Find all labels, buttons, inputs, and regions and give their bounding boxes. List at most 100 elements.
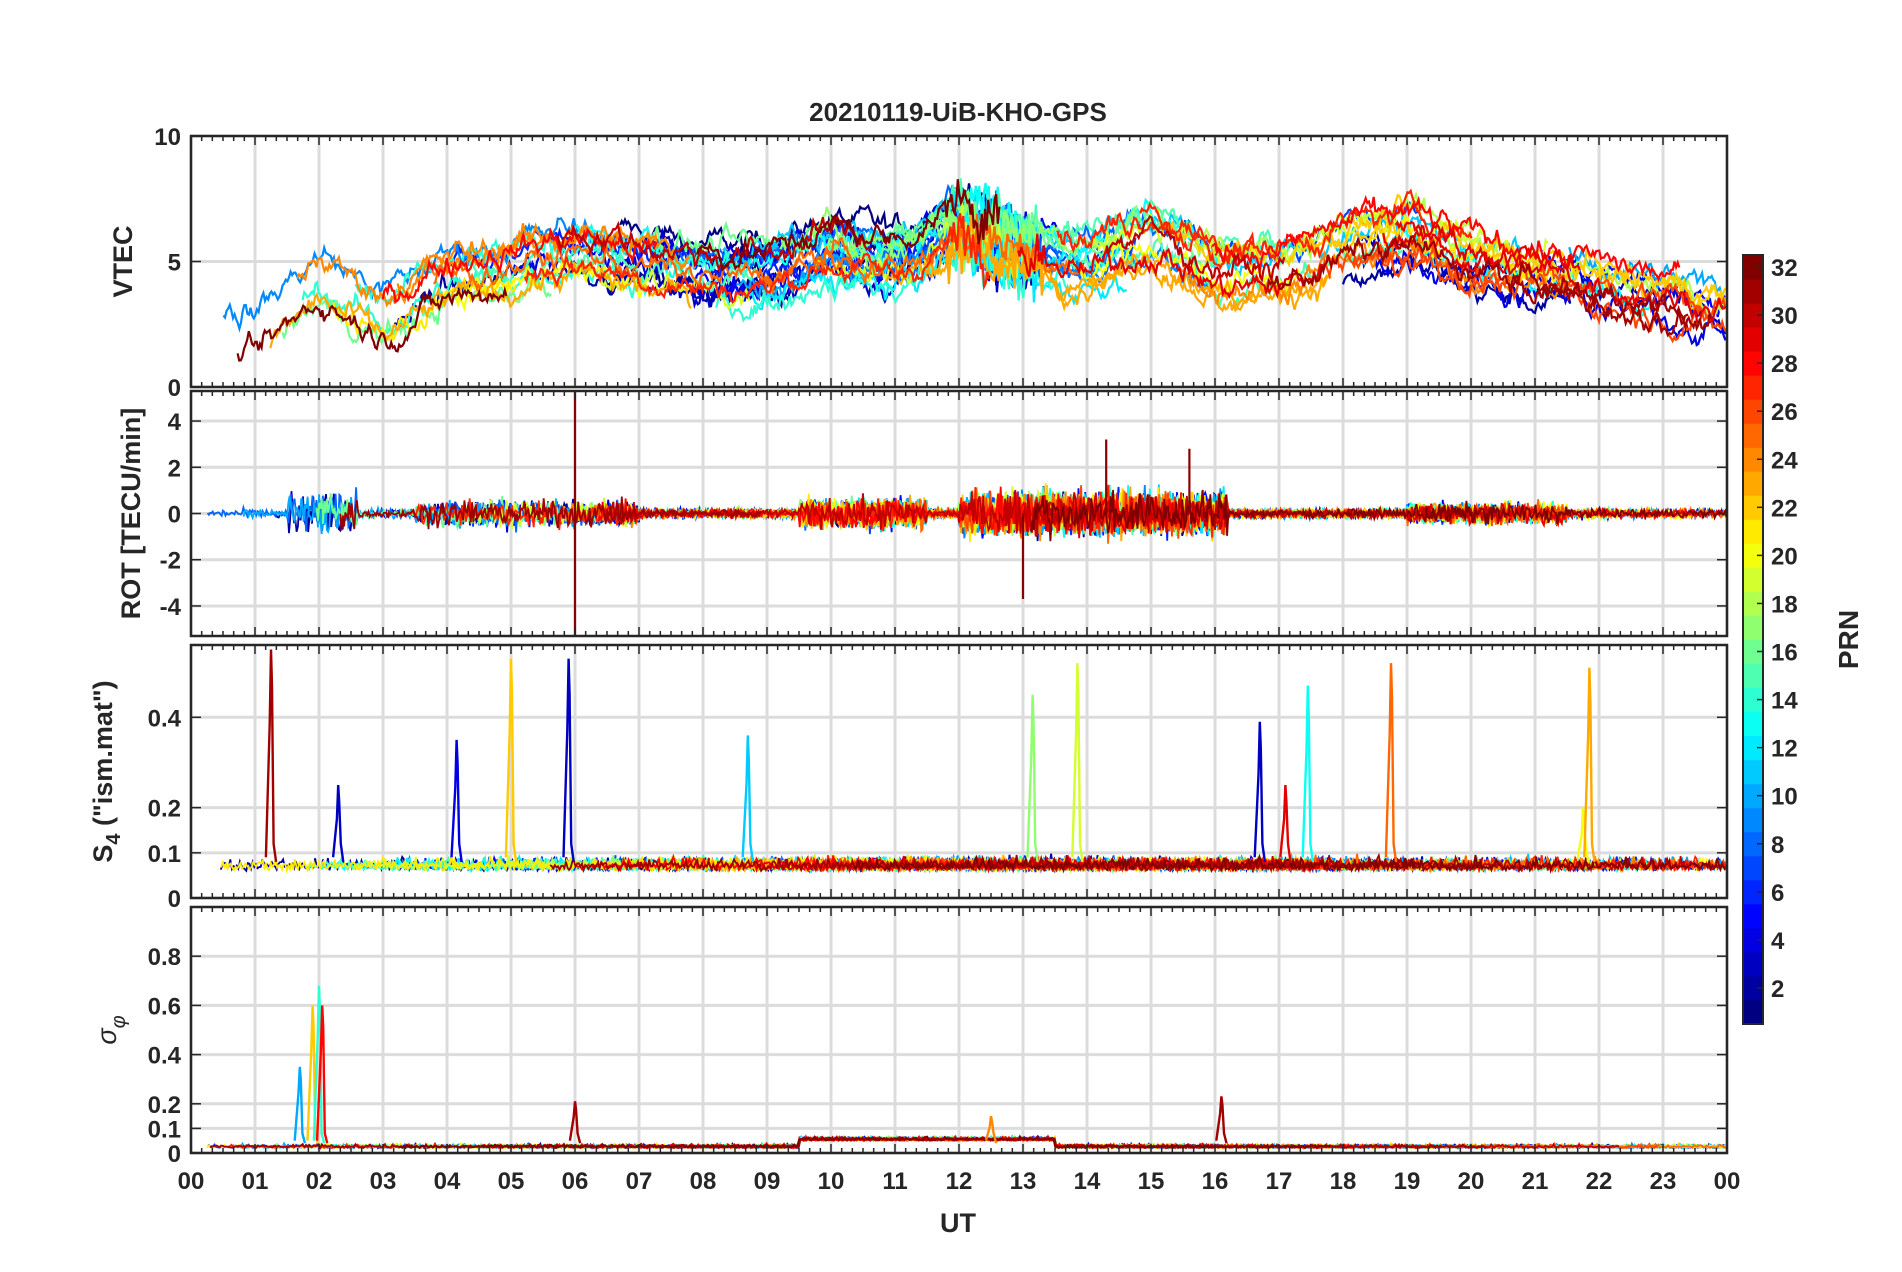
y-tick-label: -2 (160, 548, 181, 575)
colorbar-segment (1743, 903, 1763, 929)
s4-spike (1301, 685, 1315, 863)
s4-spike (562, 658, 575, 863)
vtec-line-prn (1316, 242, 1502, 294)
sigma_phi-line-prn (398, 1134, 1331, 1150)
colorbar-segment (1743, 255, 1763, 280)
colorbar-tick-label: 14 (1771, 688, 1798, 715)
vtec-line-prn (885, 211, 1332, 312)
x-tick-label: 18 (1330, 1168, 1357, 1195)
s4-spike (1384, 663, 1398, 863)
x-tick-label: 17 (1266, 1168, 1293, 1195)
x-tick-label: 21 (1522, 1168, 1549, 1195)
chart-title: 20210119-UiB-KHO-GPS (809, 97, 1107, 127)
y-tick-label: 0 (168, 1141, 181, 1168)
sigma_phi-spike (293, 1066, 307, 1144)
colorbar-segment (1743, 687, 1763, 713)
panel-sigma_phi: 00.10.2 0.4 0.6 0.8 σφ 00 01 02 03 04 05 06 07 08 09 10… (92, 905, 1741, 1195)
x-tick-label: 19 (1394, 1168, 1421, 1195)
y-tick-label: 0 (168, 375, 181, 402)
colorbar-tick-label: 6 (1771, 880, 1784, 907)
colorbar-tick-label: 22 (1771, 495, 1798, 522)
y-tick-label: 0 (168, 886, 181, 913)
s4-spike (741, 735, 755, 863)
x-tick-label: 10 (818, 1168, 845, 1195)
colorbar-label: PRN (1833, 610, 1864, 669)
x-tick-label: 02 (306, 1168, 333, 1195)
x-tick-label: 15 (1138, 1168, 1165, 1195)
vtec-line-prn (1266, 234, 1689, 328)
y-tick-label: 2 (168, 455, 181, 482)
colorbar-tick-label: 4 (1771, 928, 1785, 955)
s4-spike (331, 785, 345, 863)
s4-spike (1279, 785, 1292, 863)
vtec-line-prn (1139, 188, 1473, 271)
x-tick-label: 09 (754, 1168, 781, 1195)
data-lines (206, 391, 1727, 636)
x-tick-label: 06 (562, 1168, 589, 1195)
sigma_phi-spike (306, 1005, 319, 1144)
sigma_phi-spike (312, 985, 326, 1144)
x-tick-label: 00 (1714, 1168, 1741, 1195)
colorbar-segment (1743, 999, 1763, 1025)
colorbar-tick-label: 24 (1771, 447, 1798, 474)
colorbar-segment (1743, 711, 1763, 737)
vtec-line-prn (1300, 221, 1727, 310)
colorbar-segment (1743, 831, 1763, 857)
ticks (190, 907, 1727, 1154)
y-tick-label: 10 (154, 124, 181, 151)
colorbar-tick-label: 30 (1771, 303, 1798, 330)
y-tick-label: -4 (160, 594, 182, 621)
ticks (190, 645, 1727, 899)
y-tick-label: 0.1 (148, 1116, 181, 1143)
vtec-line-prn (1511, 275, 1713, 338)
x-tick-label: 08 (690, 1168, 717, 1195)
x-tick-label: 13 (1010, 1168, 1037, 1195)
x-tick-label: 05 (498, 1168, 525, 1195)
vtec-line-prn (556, 213, 872, 273)
s4-spike (264, 649, 278, 863)
vtec-line-prn (827, 201, 1245, 271)
s4-spike (1071, 663, 1084, 863)
colorbar-segment (1743, 351, 1763, 376)
colorbar-segment (1743, 279, 1763, 304)
x-tick-label: 22 (1586, 1168, 1613, 1195)
sigma_phi-spike (1215, 1096, 1228, 1144)
vtec-line-prn (824, 208, 1032, 277)
data-lines (219, 649, 1727, 875)
colorbar-segment (1743, 471, 1763, 496)
vtec-line-prn (296, 221, 691, 308)
colorbar-segment (1743, 567, 1763, 592)
colorbar-segment (1743, 447, 1763, 472)
s4-spike (1253, 721, 1267, 863)
vtec-line-prn (381, 227, 658, 304)
y-axis-label: VTEC (108, 225, 138, 297)
y-tick-label: 0.6 (148, 993, 181, 1020)
colorbar-frame (1742, 254, 1764, 1025)
y-tick-label: 0.4 (148, 1043, 182, 1070)
data-lines (222, 178, 1727, 362)
colorbar-segment (1743, 327, 1763, 352)
colorbar-tick-label: 20 (1771, 543, 1798, 570)
s4-spike (1583, 667, 1596, 863)
colorbar-segment (1743, 303, 1763, 328)
y-tick-label: 5 (168, 250, 181, 277)
y-tick-label: 4 (168, 409, 182, 436)
colorbar-segment (1743, 543, 1763, 568)
x-tick-label: 11 (882, 1168, 907, 1195)
vtec-line-prn (450, 226, 825, 280)
sigma_phi-spike (315, 1005, 329, 1144)
colorbar-segment (1743, 927, 1763, 953)
vtec-line-prn (1105, 214, 1286, 283)
colorbar-segment (1743, 783, 1763, 809)
y-tick-label: 0 (168, 502, 181, 529)
vtec-line-prn (886, 178, 1295, 266)
y-tick-label: 0.1 (148, 841, 181, 868)
y-axis-label: σφ (92, 1015, 130, 1044)
colorbar-segment (1743, 639, 1763, 665)
y-axis-label: ROT [TECU/min] (116, 408, 146, 619)
x-tick-label: 00 (178, 1168, 205, 1195)
vtec-line-prn (1538, 264, 1727, 323)
x-axis-label: UT (940, 1208, 976, 1238)
colorbar-segment (1743, 951, 1763, 977)
